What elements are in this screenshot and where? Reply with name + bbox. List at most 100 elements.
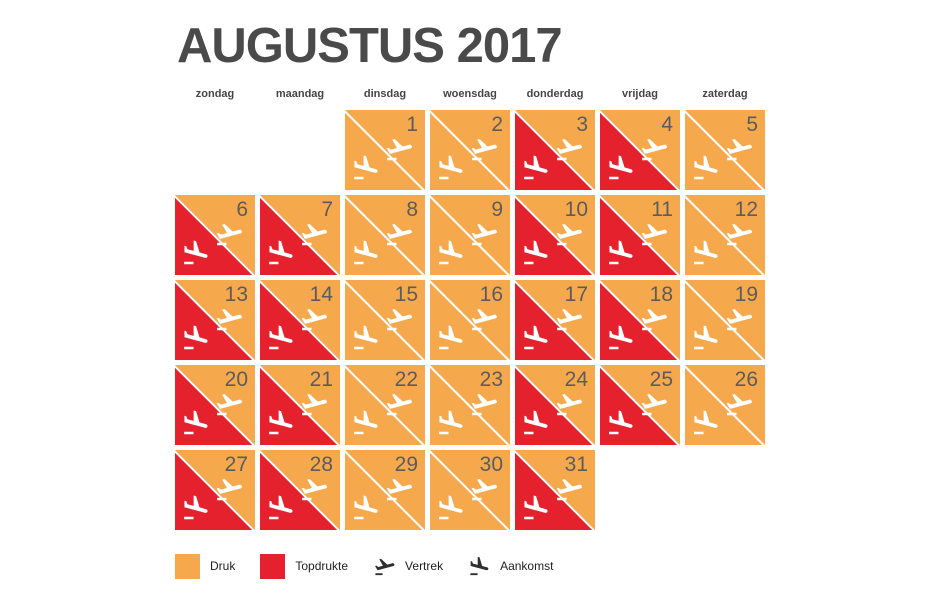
day-number: 31 <box>564 453 588 476</box>
flight-land-icon <box>439 240 463 265</box>
day-number: 10 <box>564 198 588 221</box>
day-cell-30: 30 <box>430 450 510 530</box>
day-number: 3 <box>576 113 588 136</box>
flight-land-icon <box>269 410 293 435</box>
day-cell-4: 4 <box>600 110 680 190</box>
weekday-label-dinsdag: dinsdag <box>363 88 407 100</box>
flight-land-icon <box>609 155 633 180</box>
day-number: 21 <box>309 368 333 391</box>
legend-item-druk: Druk <box>175 553 236 579</box>
flight-takeoff-icon <box>386 478 413 501</box>
flight-land-icon <box>354 495 378 520</box>
flight-land-icon <box>354 325 378 350</box>
flight-land-icon <box>609 240 633 265</box>
day-cell-25: 25 <box>600 365 680 445</box>
flight-land-icon <box>269 325 293 350</box>
flight-land-icon <box>694 325 718 350</box>
flight-takeoff-icon <box>556 393 583 416</box>
day-number: 12 <box>734 198 758 221</box>
day-cell-3: 3 <box>515 110 595 190</box>
page-title: AUGUSTUS 2017 <box>177 19 563 73</box>
flight-takeoff-icon <box>375 558 395 575</box>
flight-land-icon <box>184 325 208 350</box>
flight-land-icon <box>524 410 548 435</box>
flight-takeoff-icon <box>386 393 413 416</box>
topdrukte-swatch <box>260 553 286 579</box>
legend-label: Topdrukte <box>295 559 349 573</box>
legend-label: Druk <box>210 559 236 573</box>
flight-land-icon <box>354 240 378 265</box>
day-number: 14 <box>309 283 333 306</box>
calendar-grid: 1 2 3 4 5 6 7 <box>175 110 765 530</box>
day-cell-5: 5 <box>685 110 765 190</box>
day-cell-21: 21 <box>260 365 340 445</box>
flight-takeoff-icon <box>641 308 668 331</box>
day-cell-24: 24 <box>515 365 595 445</box>
day-cell-26: 26 <box>685 365 765 445</box>
day-cell-10: 10 <box>515 195 595 275</box>
flight-takeoff-icon <box>301 478 328 501</box>
day-cell-19: 19 <box>685 280 765 360</box>
flight-takeoff-icon <box>471 138 498 161</box>
day-number: 2 <box>491 113 503 136</box>
day-number: 1 <box>406 113 418 136</box>
flight-takeoff-icon <box>471 478 498 501</box>
day-number: 7 <box>321 198 333 221</box>
flight-takeoff-icon <box>216 223 243 246</box>
day-cell-14: 14 <box>260 280 340 360</box>
weekday-label-maandag: maandag <box>275 88 325 100</box>
flight-takeoff-icon <box>726 308 753 331</box>
flight-takeoff-icon <box>641 393 668 416</box>
flight-land-icon <box>439 155 463 180</box>
legend-item-aankomst: Aankomst <box>468 555 553 578</box>
day-cell-29: 29 <box>345 450 425 530</box>
weekday-label-zaterdag: zaterdag <box>702 88 748 100</box>
day-number: 24 <box>564 368 588 391</box>
day-cell-1: 1 <box>345 110 425 190</box>
flight-land-icon <box>354 410 378 435</box>
flight-takeoff-icon <box>301 308 328 331</box>
day-number: 28 <box>309 453 333 476</box>
day-number: 11 <box>651 198 673 221</box>
flight-land-icon <box>269 240 293 265</box>
day-cell-17: 17 <box>515 280 595 360</box>
flight-takeoff-icon <box>726 223 753 246</box>
flight-land-icon <box>354 155 378 180</box>
flight-takeoff-icon <box>216 393 243 416</box>
flight-takeoff-icon <box>386 308 413 331</box>
day-number: 23 <box>479 368 503 391</box>
flight-land-icon <box>184 410 208 435</box>
day-number: 27 <box>224 453 248 476</box>
day-cell-8: 8 <box>345 195 425 275</box>
legend-item-vertrek: Vertrek <box>373 555 443 578</box>
day-cell-20: 20 <box>175 365 255 445</box>
day-cell-28: 28 <box>260 450 340 530</box>
flight-takeoff-icon <box>471 308 498 331</box>
flight-takeoff-icon <box>386 138 413 161</box>
flight-land-icon <box>609 325 633 350</box>
day-cell-15: 15 <box>345 280 425 360</box>
flight-land-icon <box>694 240 718 265</box>
flight-land-icon <box>439 410 463 435</box>
flight-land-icon <box>184 240 208 265</box>
day-cell-31: 31 <box>515 450 595 530</box>
flight-land-icon <box>609 410 633 435</box>
flight-takeoff-icon <box>641 223 668 246</box>
flight-takeoff-icon <box>641 138 668 161</box>
weekday-label-vrijdag: vrijdag <box>621 88 659 100</box>
day-cell-12: 12 <box>685 195 765 275</box>
legend-label: Vertrek <box>405 559 444 573</box>
day-number: 26 <box>734 368 758 391</box>
flight-takeoff-icon <box>471 393 498 416</box>
flight-takeoff-icon <box>386 223 413 246</box>
day-cell-18: 18 <box>600 280 680 360</box>
day-cell-16: 16 <box>430 280 510 360</box>
flight-land-icon <box>439 495 463 520</box>
day-number: 19 <box>734 283 758 306</box>
flight-takeoff-icon <box>556 138 583 161</box>
flight-takeoff-icon <box>471 223 498 246</box>
flight-land-icon <box>524 495 548 520</box>
flight-land-icon <box>524 155 548 180</box>
flight-takeoff-icon <box>556 223 583 246</box>
day-cell-2: 2 <box>430 110 510 190</box>
